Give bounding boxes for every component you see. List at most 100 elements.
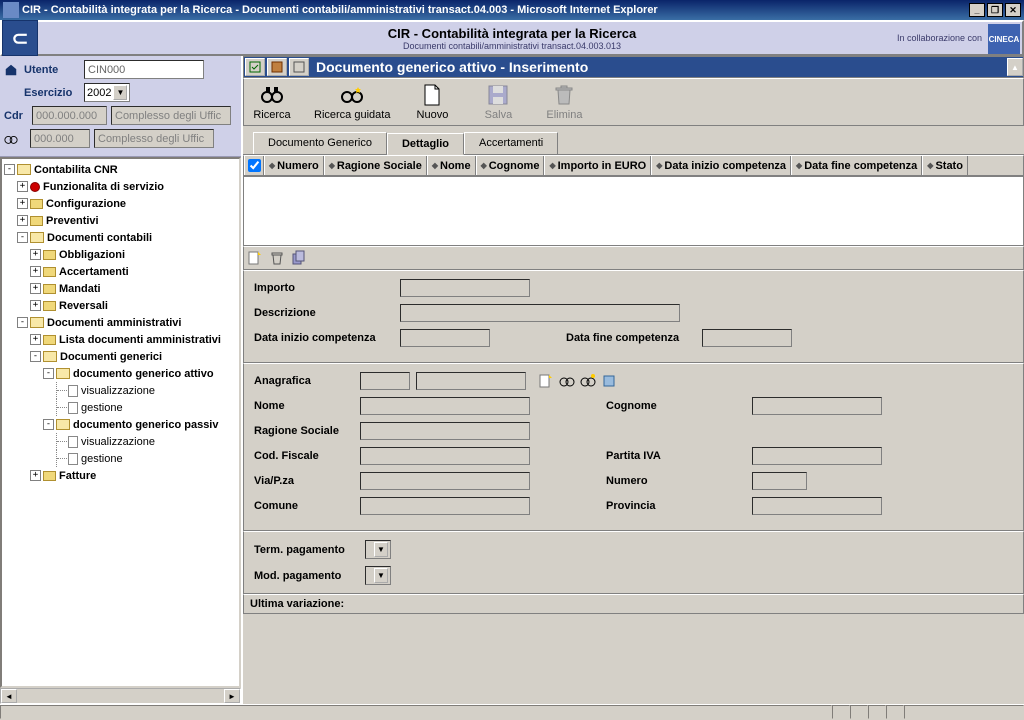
new-row-icon[interactable]	[247, 250, 263, 266]
select-all-checkbox[interactable]	[244, 156, 264, 175]
term-pagamento-select[interactable]: ▼	[365, 540, 391, 559]
maximize-button[interactable]: ❐	[987, 3, 1003, 17]
cod-fiscale-field[interactable]	[360, 447, 530, 465]
tree-item[interactable]: -documento generico passiv	[4, 416, 237, 433]
table-body	[243, 176, 1024, 246]
data-inizio-field[interactable]	[400, 329, 490, 347]
minimize-button[interactable]: _	[969, 3, 985, 17]
delete-row-icon[interactable]	[269, 250, 285, 266]
utente-field[interactable]	[84, 60, 204, 79]
cognome-field[interactable]	[752, 397, 882, 415]
tree-item[interactable]: -documento generico attivo	[4, 365, 237, 382]
tree-root[interactable]: -Contabilita CNR	[4, 161, 237, 178]
provincia-field[interactable]	[752, 497, 882, 515]
clear-icon[interactable]	[601, 373, 617, 389]
nuovo-button[interactable]: Nuovo	[408, 83, 456, 121]
chevron-down-icon[interactable]: ▼	[374, 542, 388, 557]
ragione-sociale-field[interactable]	[360, 422, 530, 440]
numero-field[interactable]	[752, 472, 807, 490]
comune-field[interactable]	[360, 497, 530, 515]
partita-iva-field[interactable]	[752, 447, 882, 465]
chevron-down-icon[interactable]: ▼	[113, 85, 127, 100]
uo-code-field[interactable]	[30, 129, 90, 148]
tree-item[interactable]: +Fatture	[4, 467, 237, 484]
trash-icon	[552, 83, 576, 107]
new-icon[interactable]	[538, 373, 554, 389]
navigation-tree[interactable]: -Contabilita CNR +Funzionalita di serviz…	[0, 157, 241, 688]
ricerca-button[interactable]: Ricerca	[248, 83, 296, 121]
tree-item[interactable]: +Preventivi	[4, 212, 237, 229]
tree-item[interactable]: -Documenti generici	[4, 348, 237, 365]
cdr-code-field[interactable]	[32, 106, 107, 125]
descrizione-field[interactable]	[400, 304, 680, 322]
col-data-inizio[interactable]: ◆Data inizio competenza	[651, 156, 791, 175]
tree-item[interactable]: +Obbligazioni	[4, 246, 237, 263]
uo-desc-field[interactable]	[94, 129, 214, 148]
cod-fiscale-label: Cod. Fiscale	[254, 450, 354, 462]
tree-item[interactable]: -Documenti contabili	[4, 229, 237, 246]
cdr-desc-field[interactable]	[111, 106, 231, 125]
esercizio-label: Esercizio	[24, 87, 80, 99]
tree-item[interactable]: +Funzionalita di servizio	[4, 178, 237, 195]
elimina-button[interactable]: Elimina	[540, 83, 588, 121]
search-guided-icon[interactable]	[580, 373, 596, 389]
tab-documento-generico[interactable]: Documento Generico	[253, 132, 387, 154]
nome-label: Nome	[254, 400, 354, 412]
chevron-down-icon[interactable]: ▼	[374, 568, 388, 583]
form-section-amounts: Importo Descrizione Data inizio competen…	[243, 270, 1024, 363]
header-btn-3[interactable]	[289, 58, 309, 76]
form-section-anagrafica: Anagrafica Nome Cognome Ragione Sociale	[243, 363, 1024, 531]
collab-text: In collaborazione con	[897, 33, 982, 43]
anagrafica-desc-field[interactable]	[416, 372, 526, 390]
tab-dettaglio[interactable]: Dettaglio	[387, 133, 464, 155]
nome-field[interactable]	[360, 397, 530, 415]
copy-row-icon[interactable]	[291, 250, 307, 266]
scroll-up-icon[interactable]: ▲	[1007, 58, 1023, 76]
tabs-row: Documento Generico Dettaglio Accertament…	[243, 126, 1024, 155]
tree-hscroll[interactable]: ◄►	[0, 688, 241, 704]
col-cognome[interactable]: ◆Cognome	[476, 156, 545, 175]
col-numero[interactable]: ◆Numero	[264, 156, 324, 175]
via-field[interactable]	[360, 472, 530, 490]
col-stato[interactable]: ◆Stato	[922, 156, 968, 175]
mod-pagamento-select[interactable]: ▼	[365, 566, 391, 585]
header-btn-1[interactable]	[245, 58, 265, 76]
cognome-label: Cognome	[606, 400, 746, 412]
tree-item[interactable]: +Configurazione	[4, 195, 237, 212]
binoculars-icon	[4, 132, 18, 146]
tree-item[interactable]: +Accertamenti	[4, 263, 237, 280]
data-inizio-label: Data inizio competenza	[254, 332, 394, 344]
main-toolbar: Ricerca Ricerca guidata Nuovo Salva Elim…	[243, 78, 1024, 126]
col-nome[interactable]: ◆Nome	[427, 156, 476, 175]
ricerca-guidata-button[interactable]: Ricerca guidata	[314, 83, 390, 121]
anagrafica-code-field[interactable]	[360, 372, 410, 390]
cineca-logo: CINECA	[988, 24, 1020, 54]
data-fine-field[interactable]	[702, 329, 792, 347]
tree-item[interactable]: +Lista documenti amministrativi	[4, 331, 237, 348]
importo-label: Importo	[254, 282, 394, 294]
salva-button[interactable]: Salva	[474, 83, 522, 121]
tab-accertamenti[interactable]: Accertamenti	[464, 132, 558, 154]
tree-leaf[interactable]: gestione	[4, 450, 237, 467]
tree-leaf[interactable]: gestione	[4, 399, 237, 416]
partita-iva-label: Partita IVA	[606, 450, 746, 462]
status-bar: Ultima variazione:	[243, 594, 1024, 614]
tree-item[interactable]: +Mandati	[4, 280, 237, 297]
importo-field[interactable]	[400, 279, 530, 297]
esercizio-select[interactable]: 2002▼	[84, 83, 130, 102]
close-button[interactable]: ✕	[1005, 3, 1021, 17]
col-ragione-sociale[interactable]: ◆Ragione Sociale	[324, 156, 427, 175]
tree-item[interactable]: +Reversali	[4, 297, 237, 314]
tree-leaf[interactable]: visualizzazione	[4, 433, 237, 450]
col-importo[interactable]: ◆Importo in EURO	[544, 156, 651, 175]
header-btn-2[interactable]	[267, 58, 287, 76]
anagrafica-label: Anagrafica	[254, 375, 354, 387]
tree-item[interactable]: -Documenti amministrativi	[4, 314, 237, 331]
search-icon[interactable]	[559, 373, 575, 389]
form-section-pagamento: Term. pagamento ▼ Mod. pagamento ▼	[243, 531, 1024, 594]
binoculars-icon	[260, 83, 284, 107]
tree-leaf[interactable]: visualizzazione	[4, 382, 237, 399]
app-title: CIR - Contabilità integrata per la Ricer…	[388, 26, 637, 41]
col-data-fine[interactable]: ◆Data fine competenza	[791, 156, 922, 175]
app-logo-icon: ⊂	[2, 20, 38, 56]
